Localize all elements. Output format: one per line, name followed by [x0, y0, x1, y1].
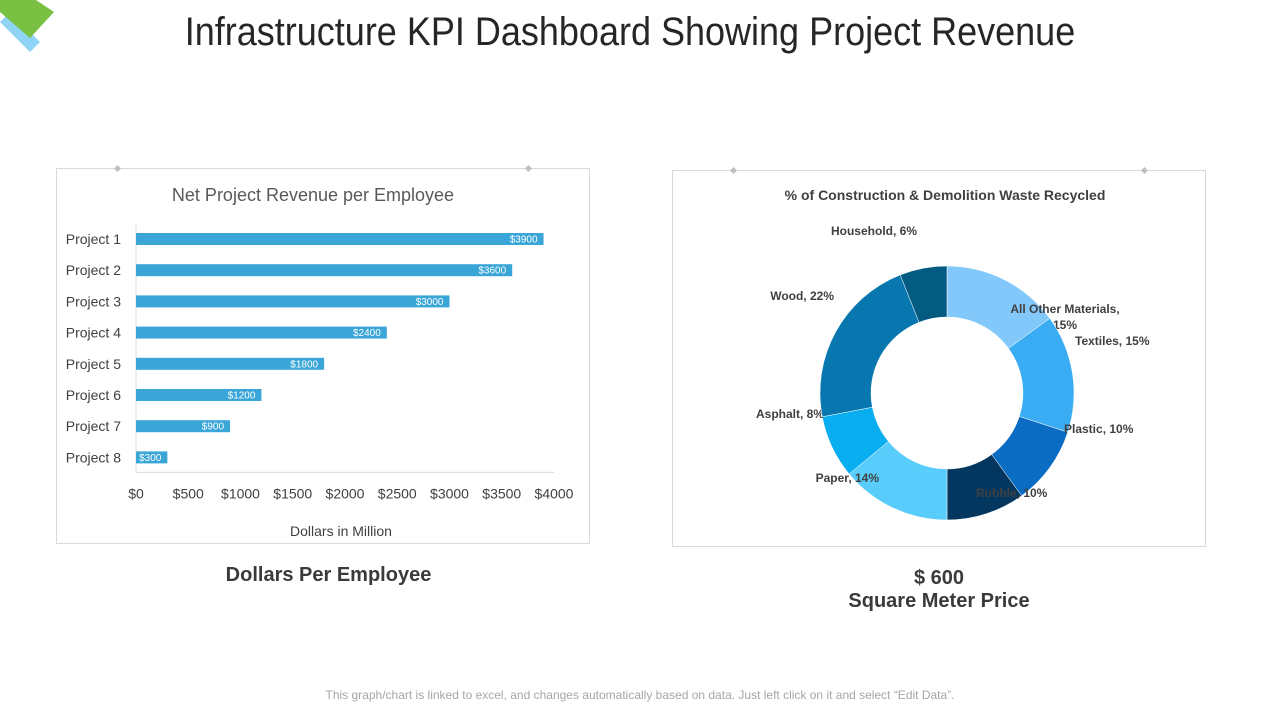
x-tick-label: $1500: [273, 485, 312, 501]
logo-green-shape: [0, 0, 54, 38]
category-label: Project 7: [66, 418, 121, 434]
bar-data-label: $3600: [478, 266, 506, 277]
corner-logo: [0, 0, 54, 52]
bar: [136, 326, 387, 339]
x-tick-label: $2500: [378, 485, 417, 501]
x-axis-label: Dollars in Million: [290, 523, 392, 539]
x-tick-label: $3000: [430, 485, 469, 501]
category-label: Project 1: [66, 231, 121, 247]
slice-label: Plastic, 10%: [1064, 422, 1134, 436]
slice-label: Textiles, 15%: [1075, 334, 1150, 348]
bar-data-label: $3000: [416, 297, 444, 308]
donut-slice: [819, 274, 920, 418]
donut-slice: [899, 265, 948, 323]
bar-data-label: $300: [139, 453, 162, 464]
slice-label-line: All Other Materials,: [1010, 302, 1119, 316]
bar-data-label: $1800: [290, 359, 318, 370]
slice-label: Household, 6%: [831, 224, 917, 238]
bar: [136, 233, 544, 245]
slice-label: Asphalt, 8%: [756, 407, 824, 421]
x-tick-label: $4000: [535, 485, 574, 501]
slice-label: All Other Materials, 15%: [1010, 302, 1119, 332]
bar: [136, 389, 262, 401]
bar: [136, 295, 450, 308]
x-tick-label: $0: [128, 485, 144, 501]
donut-chart-panel: % of Construction & Demolition Waste Rec…: [672, 166, 1206, 547]
category-label: Project 8: [66, 449, 121, 465]
bar-data-label: $3900: [510, 235, 538, 246]
slice-label: Paper, 14%: [816, 471, 880, 485]
price-label: Square Meter Price: [848, 590, 1030, 612]
bar-chart-title: Net Project Revenue per Employee: [172, 185, 454, 205]
category-label: Project 6: [66, 387, 121, 403]
bar-chart-caption: Dollars Per Employee: [225, 564, 432, 586]
slice-label: Rubble, 10%: [976, 486, 1048, 500]
bar-data-label: $2400: [353, 328, 381, 339]
bar-data-label: $1200: [228, 391, 256, 402]
category-label: Project 4: [66, 325, 121, 341]
price-value: $ 600: [913, 567, 965, 589]
slice-label-line: 15%: [1053, 318, 1077, 332]
bar-data-label: $900: [202, 422, 225, 433]
page-title: Infrastructure KPI Dashboard Showing Pro…: [184, 10, 1076, 54]
bar: [136, 264, 513, 277]
category-label: Project 3: [66, 293, 121, 309]
bar: [136, 451, 168, 464]
donut-chart: % of Construction & Demolition Waste Rec…: [756, 187, 1150, 521]
x-tick-label: $2000: [326, 485, 365, 501]
bar-chart: Net Project Revenue per Employee Project …: [66, 185, 574, 539]
x-tick-label: $1000: [221, 485, 260, 501]
slice-label: Wood, 22%: [770, 289, 834, 303]
footer-note: This graph/chart is linked to excel, and…: [325, 688, 955, 702]
x-tick-label: $500: [173, 485, 204, 501]
bar-chart-panel: Net Project Revenue per Employee Project …: [56, 164, 590, 544]
category-label: Project 5: [66, 356, 121, 372]
donut-chart-title: % of Construction & Demolition Waste Rec…: [785, 187, 1106, 203]
bar: [136, 357, 325, 370]
x-tick-label: $3500: [482, 485, 521, 501]
bar: [136, 420, 231, 433]
category-label: Project 2: [66, 262, 121, 278]
logo-blue-shape: [0, 12, 40, 52]
